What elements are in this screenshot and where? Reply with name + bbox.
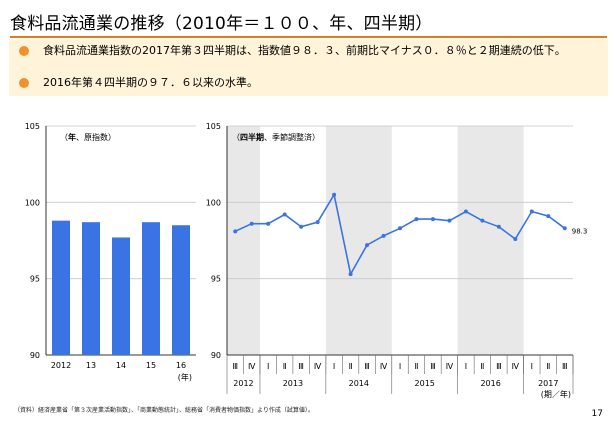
data-point bbox=[365, 243, 370, 248]
data-point bbox=[233, 229, 238, 234]
y-tick-label: 95 bbox=[30, 275, 40, 284]
year-shade-2012 bbox=[227, 126, 260, 355]
x-tick-label: 2012 bbox=[51, 361, 71, 370]
data-point bbox=[496, 224, 501, 229]
data-point bbox=[282, 212, 287, 217]
data-point bbox=[299, 224, 304, 229]
year-label: 2016 bbox=[480, 379, 500, 388]
y-tick-label: 90 bbox=[211, 351, 221, 360]
data-point bbox=[562, 226, 567, 231]
year-label: 2015 bbox=[415, 379, 435, 388]
quarter-label: Ⅲ bbox=[496, 362, 502, 371]
quarter-label: Ⅳ bbox=[446, 362, 454, 371]
y-tick-label: 100 bbox=[206, 198, 221, 207]
year-shade-2014 bbox=[325, 126, 392, 355]
bar-2012 bbox=[52, 220, 70, 355]
year-label: 2012 bbox=[233, 379, 253, 388]
quarter-label: Ⅲ bbox=[298, 362, 304, 371]
last-value-label: 98.3 bbox=[572, 227, 588, 235]
year-label: 2017 bbox=[538, 379, 558, 388]
data-point bbox=[546, 214, 551, 219]
quarter-label: Ⅱ bbox=[283, 362, 287, 371]
data-point bbox=[398, 226, 402, 231]
x-tick-label: 14 bbox=[116, 361, 126, 370]
bar-13 bbox=[82, 222, 100, 355]
data-point bbox=[266, 221, 271, 226]
y-tick-label: 105 bbox=[206, 122, 221, 131]
bar-14 bbox=[112, 237, 130, 355]
quarter-label: Ⅱ bbox=[415, 362, 419, 371]
quarter-label: Ⅱ bbox=[480, 362, 484, 371]
x-tick-label: 15 bbox=[146, 361, 156, 370]
data-point bbox=[513, 236, 518, 241]
title-underline bbox=[10, 36, 607, 38]
page-number: 17 bbox=[591, 409, 603, 419]
x-tick-label: 13 bbox=[86, 361, 96, 370]
y-tick-label: 100 bbox=[25, 198, 40, 207]
data-point bbox=[414, 217, 419, 222]
page-title: 食料品流通業の推移（2010年＝１００、年、四半期） bbox=[10, 14, 433, 34]
summary-text: 食料品流通業指数の2017年第３四半期は、指数値９８．３、前期比マイナス０．８％… bbox=[43, 44, 566, 57]
summary-text: 2016年第４四半期の９７．６以来の水準。 bbox=[43, 76, 258, 89]
data-point bbox=[332, 192, 337, 197]
chart-note: （四半期、季節調整済） bbox=[232, 132, 320, 142]
quarter-label: Ⅱ bbox=[546, 362, 550, 371]
quarter-label: Ⅳ bbox=[314, 362, 322, 371]
year-shade-2016 bbox=[457, 126, 524, 355]
data-point bbox=[529, 209, 534, 214]
quarter-label: Ⅱ bbox=[349, 362, 353, 371]
data-point bbox=[348, 272, 353, 277]
quarter-label: Ⅰ bbox=[267, 362, 269, 371]
year-label: 2014 bbox=[349, 379, 369, 388]
data-point bbox=[447, 218, 452, 223]
quarter-label: Ⅰ bbox=[333, 362, 335, 371]
y-tick-label: 90 bbox=[30, 351, 40, 360]
quarter-label: Ⅳ bbox=[512, 362, 520, 371]
bar-16 bbox=[172, 225, 190, 355]
bar-15 bbox=[142, 222, 160, 355]
chart-note: （年、原指数） bbox=[60, 132, 116, 142]
quarter-label: Ⅲ bbox=[232, 362, 238, 371]
source-note: （資料）経済産業省「第３次産業活動指数」、「商業動態統計」、総務省「消費者物価指… bbox=[14, 407, 314, 414]
quarter-label: Ⅳ bbox=[380, 362, 388, 371]
summary-bullet: 食料品流通業指数の2017年第３四半期は、指数値９８．３、前期比マイナス０．８％… bbox=[19, 44, 598, 58]
x-unit-label: (年) bbox=[178, 372, 192, 382]
year-label: 2013 bbox=[283, 379, 303, 388]
quarter-label: Ⅰ bbox=[465, 362, 467, 371]
x-unit-label: (期／年) bbox=[541, 389, 571, 399]
summary-bullet: 2016年第４四半期の９７．６以来の水準。 bbox=[19, 76, 598, 90]
quarter-label: Ⅰ bbox=[399, 362, 401, 371]
data-point bbox=[249, 221, 254, 226]
bullet-dot-icon bbox=[19, 46, 29, 56]
quarter-label: Ⅰ bbox=[531, 362, 533, 371]
quarter-label: Ⅲ bbox=[364, 362, 370, 371]
data-point bbox=[315, 220, 320, 225]
x-tick-label: 16 bbox=[176, 361, 186, 370]
data-point bbox=[463, 209, 468, 214]
data-point bbox=[480, 218, 485, 223]
y-tick-label: 105 bbox=[25, 122, 40, 131]
bullet-dot-icon bbox=[19, 78, 29, 88]
y-tick-label: 95 bbox=[211, 275, 221, 284]
quarter-label: Ⅳ bbox=[248, 362, 256, 371]
charts-area: 90 95 100 105 2012 13 14 15 16 (年) （年、原指数） 90 95 100 1… bbox=[25, 122, 588, 399]
quarter-label: Ⅲ bbox=[562, 362, 568, 371]
quarter-label: Ⅲ bbox=[430, 362, 436, 371]
data-point bbox=[381, 233, 386, 238]
data-point bbox=[430, 217, 435, 222]
summary-box: 食料品流通業指数の2017年第３四半期は、指数値９８．３、前期比マイナス０．８％… bbox=[9, 39, 608, 96]
